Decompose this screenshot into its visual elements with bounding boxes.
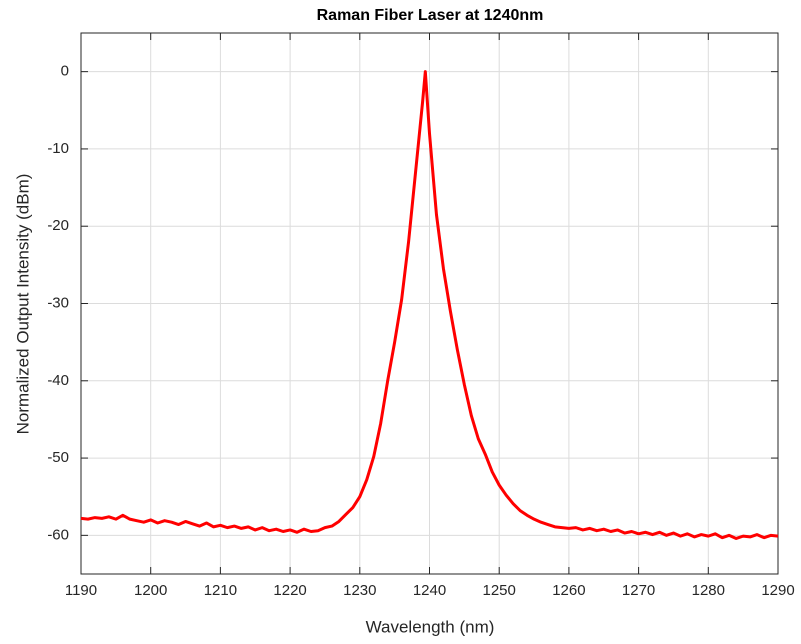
plot-frame xyxy=(80,32,779,575)
x-tick-label: 1270 xyxy=(622,582,655,599)
x-tick-label: 1250 xyxy=(483,582,516,599)
x-tick-label: 1260 xyxy=(552,582,585,599)
chart-title: Raman Fiber Laser at 1240nm xyxy=(317,7,544,24)
x-tick-label: 1280 xyxy=(692,582,725,599)
x-tick-label: 1190 xyxy=(65,582,97,599)
x-tick-label: 1200 xyxy=(134,582,167,599)
y-axis-label: Normalized Output Intensity (dBm) xyxy=(13,174,32,435)
y-tick-label: -10 xyxy=(47,140,69,157)
x-tick-label: 1210 xyxy=(204,582,237,599)
x-axis-label: Wavelength (nm) xyxy=(366,617,495,636)
y-tick-label: 0 xyxy=(61,63,69,80)
data-line xyxy=(80,70,779,540)
x-tick-label: 1220 xyxy=(273,582,306,599)
x-tick-label: 1240 xyxy=(413,582,446,599)
x-tick-label: 1230 xyxy=(343,582,376,599)
y-tick-label: -30 xyxy=(47,294,69,311)
y-tick-label: -50 xyxy=(47,449,69,466)
y-tick-label: -20 xyxy=(47,217,69,234)
x-tick-label: 1290 xyxy=(761,582,794,599)
y-tick-label: -60 xyxy=(47,526,69,543)
y-tick-label: -40 xyxy=(47,372,69,389)
